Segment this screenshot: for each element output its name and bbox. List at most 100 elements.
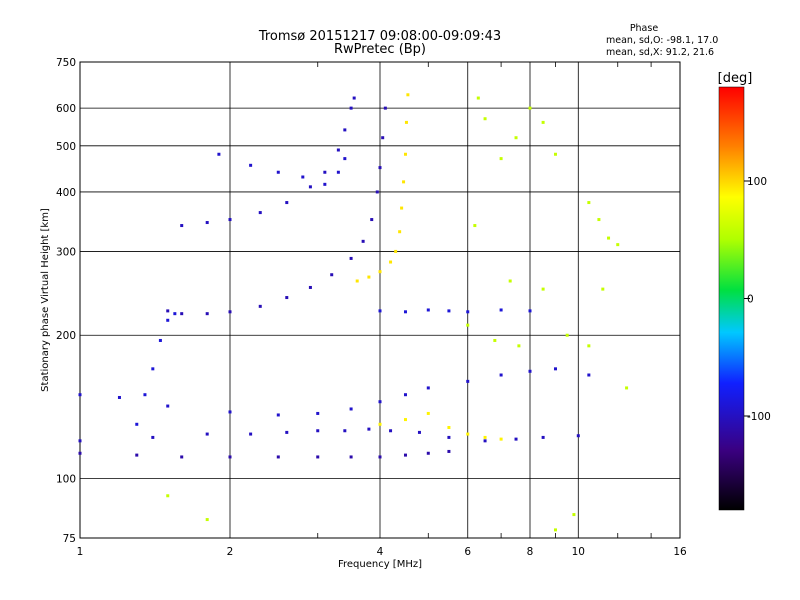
data-point	[403, 310, 407, 314]
colorbar-tick-label: 100	[747, 176, 767, 188]
series-3	[355, 93, 410, 283]
data-point	[378, 422, 382, 426]
data-point	[508, 279, 512, 283]
data-point	[473, 224, 477, 228]
data-point	[514, 136, 518, 140]
data-point	[517, 344, 521, 348]
data-point	[228, 455, 232, 459]
data-point	[78, 439, 82, 443]
data-point	[323, 170, 327, 174]
data-point	[553, 367, 557, 371]
data-point	[417, 430, 421, 434]
data-point	[367, 427, 371, 431]
data-point	[166, 404, 170, 408]
colorbar-ticks: 100 0 -100	[744, 176, 771, 423]
x-axis-label: Frequency [MHz]	[338, 559, 422, 570]
data-point	[228, 310, 232, 314]
series-10	[166, 96, 629, 532]
grid-lines	[80, 62, 680, 538]
data-point	[625, 386, 629, 390]
data-point	[151, 367, 155, 371]
data-point	[217, 152, 221, 156]
data-point	[316, 411, 320, 415]
data-point	[323, 182, 327, 186]
data-point	[367, 275, 371, 279]
data-point	[205, 432, 209, 436]
data-point	[553, 528, 557, 532]
data-point	[378, 400, 382, 404]
data-point	[499, 373, 503, 377]
data-point	[316, 429, 320, 433]
data-point	[378, 166, 382, 170]
data-point	[180, 455, 184, 459]
x-tick-label: 2	[227, 546, 234, 558]
data-point	[349, 407, 353, 411]
data-point	[78, 451, 82, 455]
data-point	[483, 117, 487, 121]
data-point	[541, 120, 545, 124]
y-tick-labels: 75 100 200 300 400 500 600 750	[56, 57, 76, 545]
data-point	[394, 249, 398, 253]
data-point	[389, 429, 393, 433]
data-point	[180, 224, 184, 228]
data-point	[381, 136, 385, 140]
colorbar-label: [deg]	[718, 71, 753, 86]
data-point	[493, 338, 497, 342]
data-point	[205, 312, 209, 316]
data-point	[78, 393, 82, 397]
phase-stats-x: mean, sd,X: 91.2, 21.6	[606, 47, 714, 58]
data-point	[166, 309, 170, 313]
data-point	[476, 96, 480, 100]
colorbar-tick-label: 0	[747, 294, 754, 306]
data-point	[336, 148, 340, 152]
y-tick-label: 100	[56, 474, 76, 486]
data-point	[466, 379, 470, 383]
data-point	[447, 449, 451, 453]
data-point	[276, 170, 280, 174]
data-point	[308, 185, 312, 189]
data-point	[447, 309, 451, 313]
series-2	[217, 152, 347, 186]
data-point	[301, 175, 305, 179]
data-points	[78, 93, 629, 532]
data-point	[378, 309, 382, 313]
data-point	[466, 432, 470, 436]
data-point	[308, 285, 312, 289]
data-point	[402, 180, 406, 184]
data-point	[383, 106, 387, 110]
data-point	[466, 323, 470, 327]
series-6	[78, 427, 580, 443]
data-point	[205, 518, 209, 522]
y-tick-label: 300	[56, 246, 76, 258]
y-tick-label: 75	[63, 533, 76, 545]
data-point	[499, 308, 503, 312]
series-9	[378, 308, 532, 314]
data-point	[541, 287, 545, 291]
data-point	[276, 413, 280, 417]
data-point	[587, 201, 591, 205]
data-point	[355, 279, 359, 283]
data-point	[389, 260, 393, 264]
data-point	[576, 434, 580, 438]
data-point	[135, 422, 139, 426]
phase-stats-heading: Phase	[630, 23, 659, 34]
data-point	[258, 304, 262, 308]
chart-title: Tromsø 20151217 09:08:00-09:09:43	[258, 29, 501, 44]
colorbar	[718, 86, 745, 511]
data-point	[403, 393, 407, 397]
data-point	[349, 455, 353, 459]
series-5	[78, 449, 451, 459]
data-point	[205, 221, 209, 225]
y-tick-label: 600	[56, 103, 76, 115]
series-8	[78, 367, 591, 417]
data-point	[316, 455, 320, 459]
data-point	[406, 93, 410, 97]
data-point	[553, 152, 557, 156]
x-tick-labels: 1 2 4 6 8 10 16	[77, 546, 687, 558]
data-point	[349, 106, 353, 110]
colorbar-tick-label: -100	[747, 411, 771, 423]
y-tick-label: 500	[56, 141, 76, 153]
data-point	[336, 170, 340, 174]
data-point	[349, 256, 353, 260]
